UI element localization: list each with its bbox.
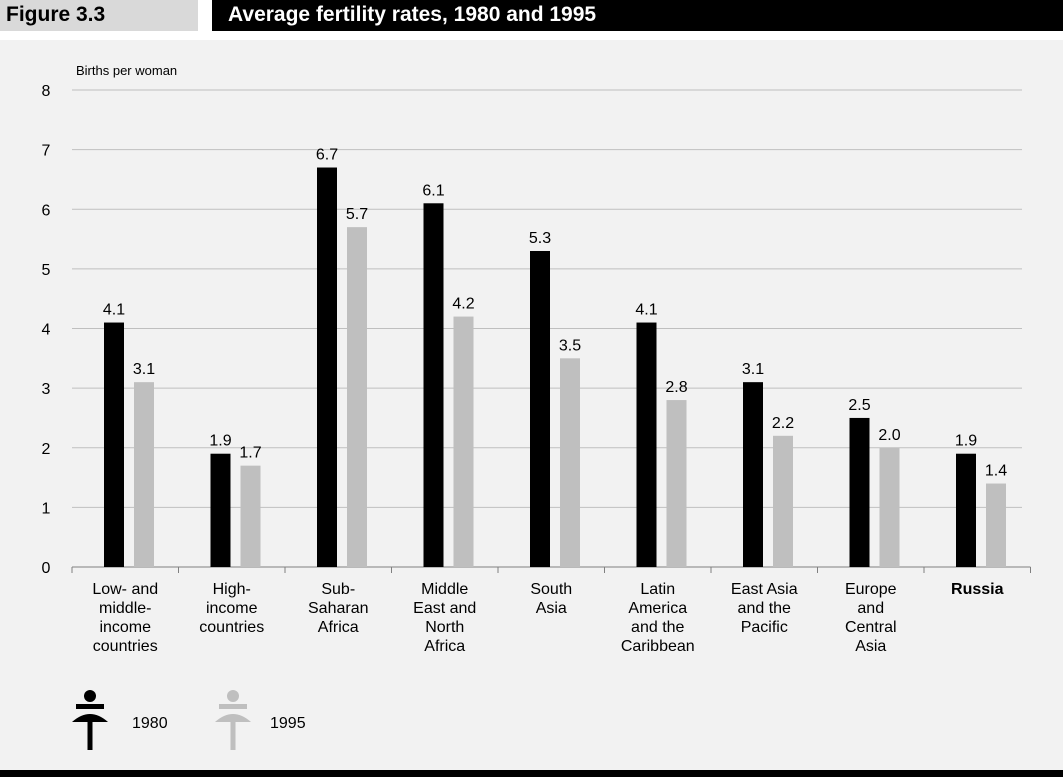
y-tick-label: 5: [42, 262, 51, 279]
bar-1995: [879, 447, 900, 567]
x-tick-label: Middle East and North Africa: [413, 581, 477, 655]
y-tick-label: 7: [42, 143, 51, 160]
y-tick-label: 2: [42, 441, 51, 458]
bar-1980: [210, 453, 231, 567]
x-tick-label: South Asia: [530, 581, 573, 617]
bar-1995: [773, 435, 793, 567]
data-label: 5.3: [529, 230, 551, 247]
bar-1980: [317, 167, 337, 567]
y-axis-label: Births per woman: [76, 63, 177, 78]
bar-1980: [956, 453, 976, 567]
y-tick-label: 3: [42, 381, 51, 398]
x-tick-label: Latin America and the Caribbean: [620, 581, 695, 655]
x-tick-label: Russia: [951, 581, 1004, 598]
bar-1995: [347, 227, 367, 567]
x-tick-label: East Asia and the Pacific: [730, 581, 798, 636]
data-label: 4.1: [635, 302, 657, 319]
figure-title-box: Average fertility rates, 1980 and 1995: [212, 0, 1063, 31]
data-label: 1.4: [985, 463, 1007, 480]
bar-1995: [986, 483, 1006, 567]
bottom-rule: [0, 770, 1063, 777]
legend-label: 1980: [132, 715, 168, 732]
legend-label: 1995: [270, 715, 306, 732]
data-label: 5.7: [346, 206, 368, 223]
chart-panel: Births per woman 0 1 2 3 4 5 6 7 8 4.1 1.9 6.7 6.1 5…: [0, 40, 1063, 770]
y-tick-label: 6: [42, 202, 51, 219]
data-label: 1.9: [955, 433, 977, 450]
x-tick-label: High- income countries: [199, 581, 265, 636]
bar-1995: [560, 358, 580, 567]
bar-1980: [530, 250, 550, 568]
data-label: 4.1: [103, 302, 125, 319]
data-label: 3.1: [133, 361, 155, 378]
bar-1995: [134, 382, 154, 567]
data-label: 2.0: [878, 427, 900, 444]
data-label: 2.2: [772, 415, 794, 432]
y-tick-label: 4: [42, 322, 51, 339]
bar-1980: [636, 322, 657, 567]
data-label: 2.5: [848, 397, 870, 414]
bar-1980: [104, 322, 124, 567]
bar-chart: Births per woman 0 1 2 3 4 5 6 7 8 4.1 1.9 6.7 6.1 5…: [42, 63, 1031, 750]
bar-1995: [453, 316, 474, 567]
data-label: 2.8: [665, 379, 687, 396]
x-tick-label: Sub- Saharan Africa: [308, 581, 369, 636]
data-label: 6.7: [316, 147, 338, 164]
bar-1980: [849, 417, 870, 567]
bar-1995: [240, 465, 261, 567]
data-label: 3.5: [559, 337, 581, 354]
y-tick-label: 0: [42, 560, 51, 577]
bar-1980: [423, 203, 444, 567]
figure-label-box: Figure 3.3: [0, 0, 198, 31]
legend-1980-icon: [72, 690, 108, 750]
data-label: 1.9: [209, 433, 231, 450]
y-tick-label: 8: [42, 83, 51, 100]
data-label: 1.7: [239, 445, 261, 462]
bar-1995: [666, 400, 687, 567]
y-tick-label: 1: [42, 500, 51, 517]
figure-title: Average fertility rates, 1980 and 1995: [228, 3, 597, 26]
data-label: 3.1: [742, 361, 764, 378]
data-label: 6.1: [422, 182, 444, 199]
x-tick-label: Low- and middle- income countries: [92, 581, 159, 655]
figure-label: Figure 3.3: [6, 3, 106, 26]
legend-1995-icon: [215, 690, 251, 750]
data-label: 4.2: [452, 296, 474, 313]
x-tick-label: Europe and Central Asia: [844, 581, 897, 655]
bar-1980: [743, 382, 763, 567]
